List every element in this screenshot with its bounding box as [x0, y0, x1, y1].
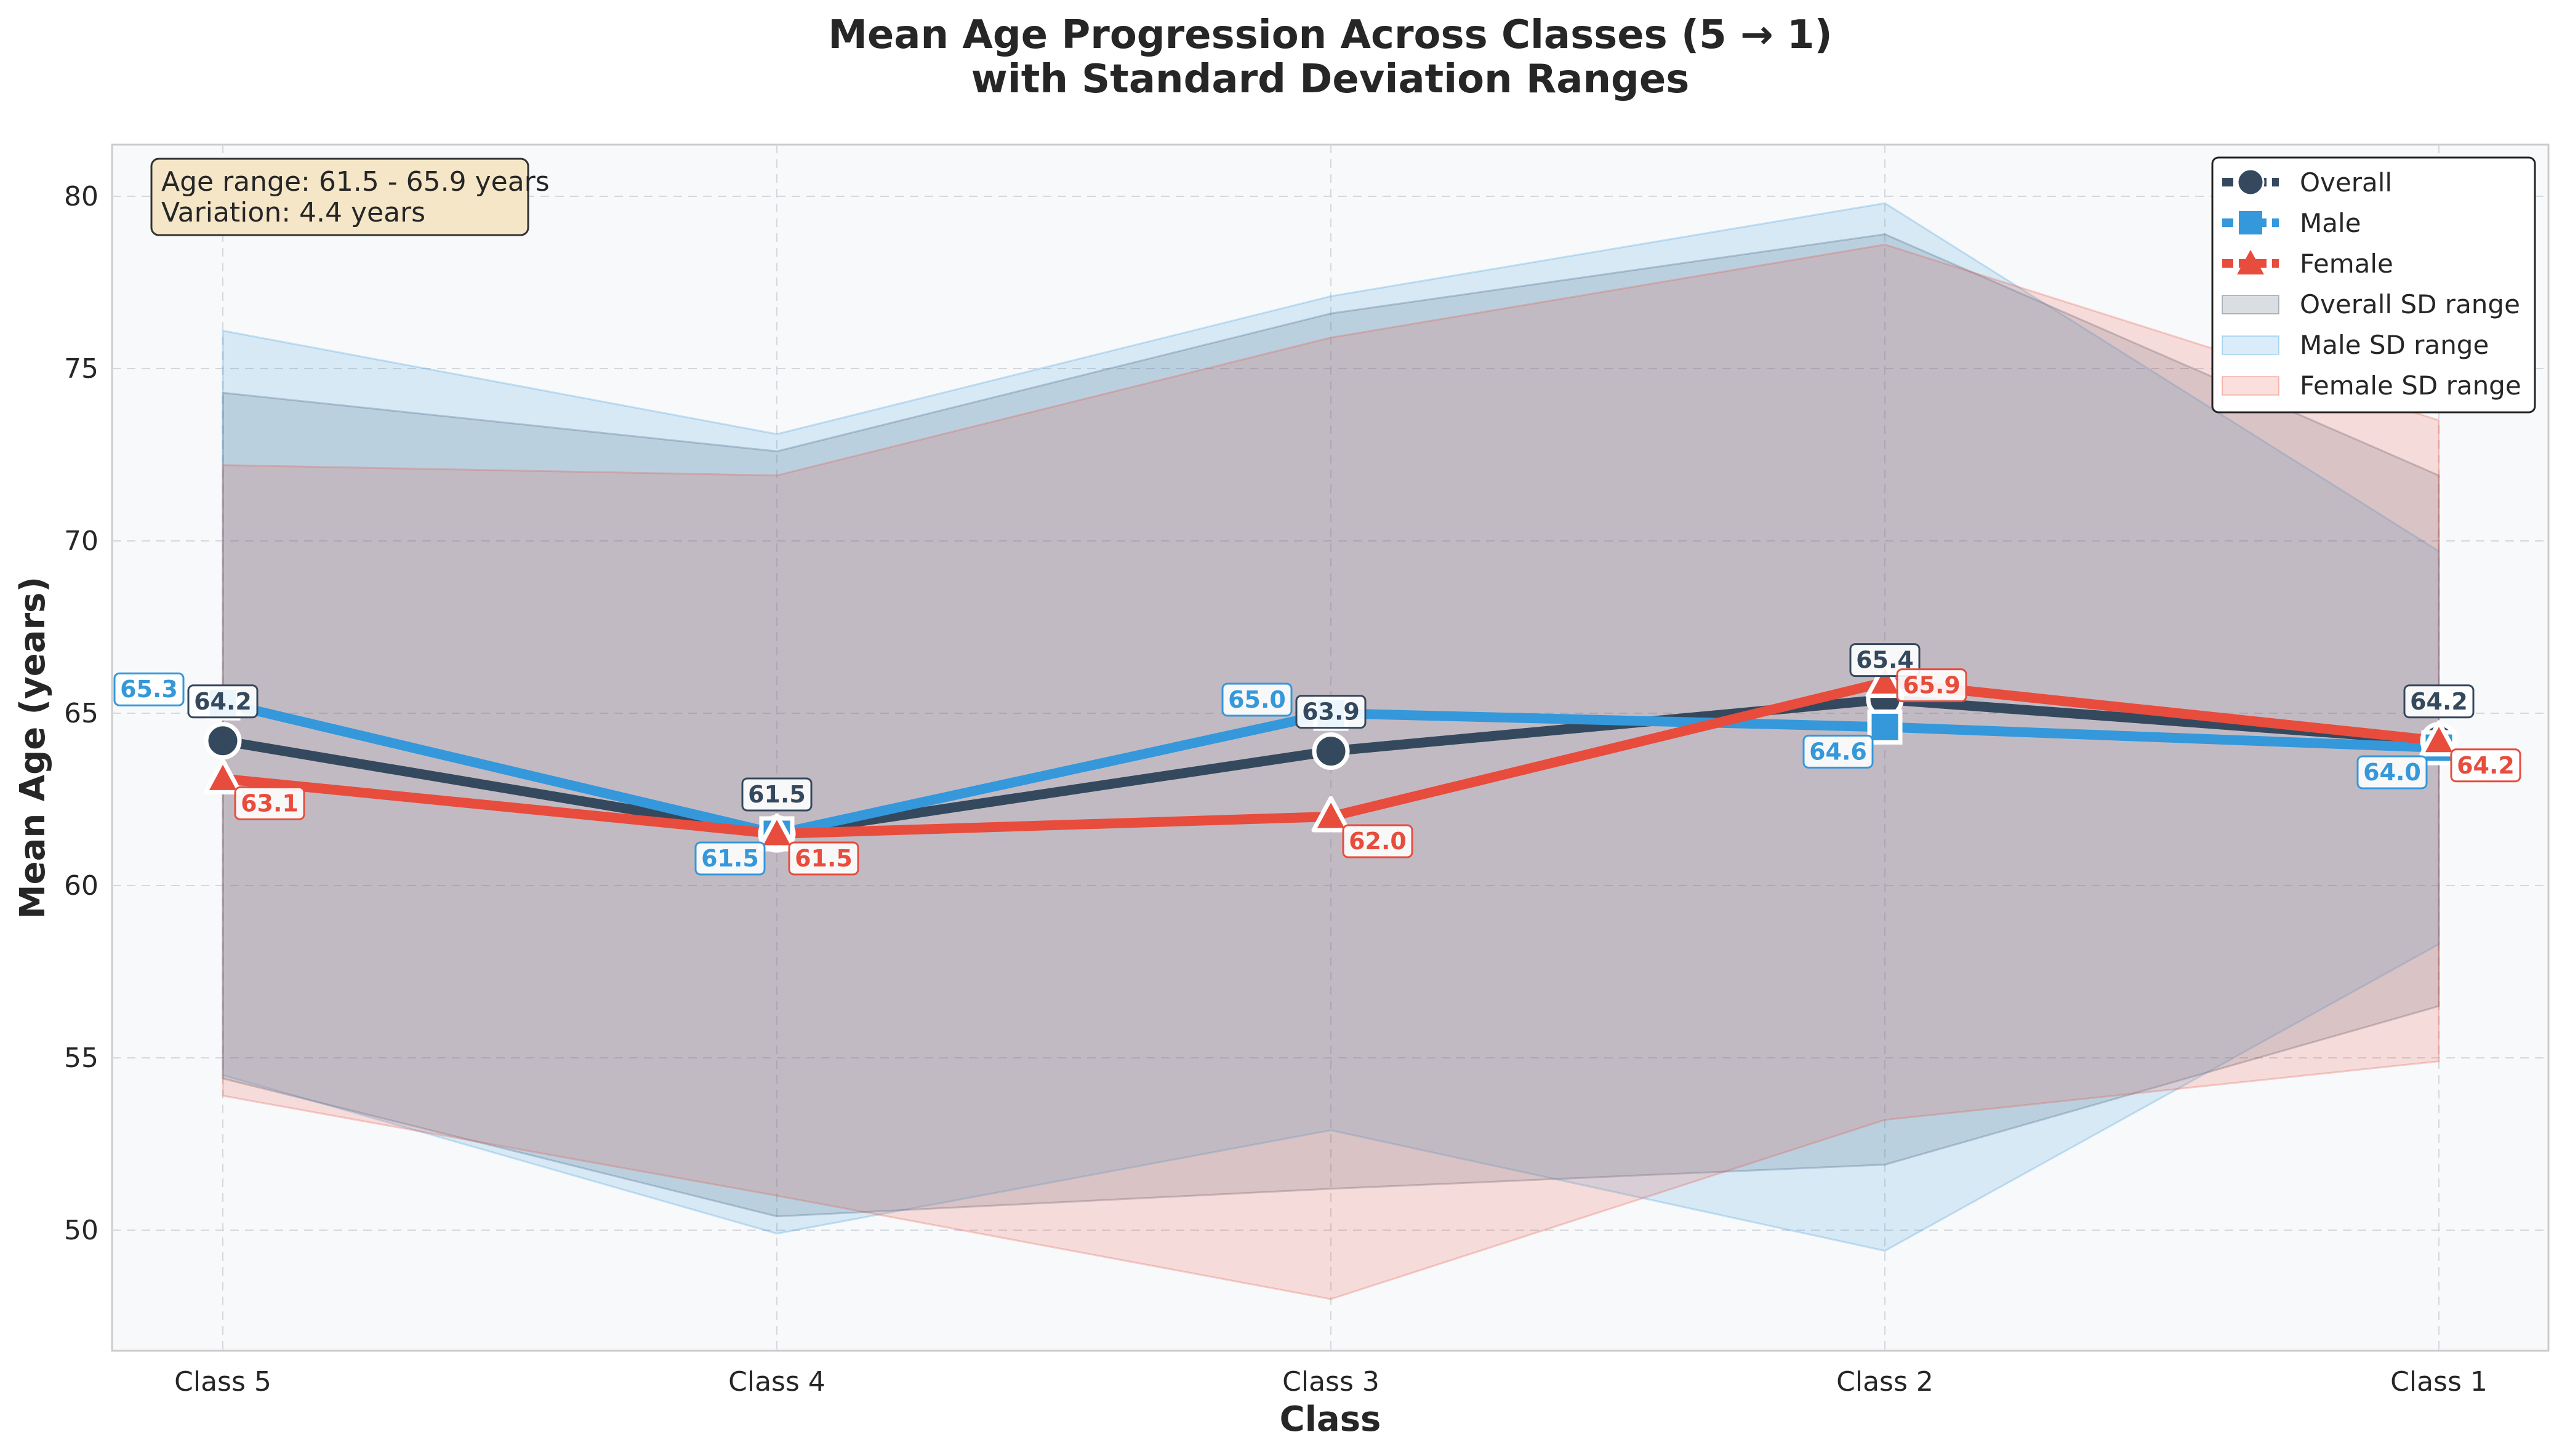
chart-title: Mean Age Progression Across Classes (5 →… [828, 12, 1833, 58]
overall-data-label-box [187, 684, 259, 719]
legend-female-sd-label: Female SD range [2300, 370, 2521, 401]
male-data-label-text: 65.3 [120, 676, 178, 703]
male-data-label: 65.3 [113, 672, 185, 706]
legend-overall-marker [2236, 168, 2265, 196]
y-axis-label: Mean Age (years) [13, 577, 53, 919]
female-data-label: 65.9 [1896, 668, 1967, 703]
legend-male-sd-label: Male SD range [2300, 330, 2489, 360]
male-data-label-box [2356, 755, 2428, 790]
male-data-label: 61.5 [694, 841, 766, 876]
legend-female-sd-swatch [2222, 376, 2279, 396]
male-data-label-text: 61.5 [701, 845, 759, 872]
female-point [203, 758, 243, 794]
y-tick-label: 80 [64, 181, 98, 212]
overall-data-label-box [1849, 643, 1921, 678]
male-data-label-text: 64.0 [2363, 759, 2421, 786]
legend-box [2211, 156, 2536, 414]
female-data-label-text: 64.2 [2457, 752, 2515, 779]
male-data-label-text: 65.0 [1228, 686, 1286, 713]
grid [112, 145, 2548, 1351]
female-data-label-text: 63.1 [241, 790, 299, 817]
male-data-label: 64.6 [1802, 734, 1874, 769]
male-data-label: 64.0 [2356, 755, 2428, 790]
overall-data-label-box [741, 777, 813, 812]
x-tick-label: Class 3 [1282, 1366, 1379, 1398]
legend-item-male: Male [2222, 208, 2361, 238]
legend-item-overall-sd: Overall SD range [2222, 289, 2520, 319]
x-tick-label: Class 2 [1836, 1366, 1934, 1398]
female-data-label: 62.0 [1342, 824, 1413, 858]
legend-overall-sd-swatch [2222, 295, 2279, 314]
male-data-label-box [113, 672, 185, 706]
female-data-label: 63.1 [234, 786, 305, 820]
overall-data-label-box [1295, 695, 1367, 729]
legend-male-label: Male [2300, 208, 2361, 238]
legend-male-sd-swatch [2222, 335, 2279, 355]
female-data-label-text: 62.0 [1349, 828, 1407, 855]
legend-item-female-sd: Female SD range [2222, 370, 2521, 401]
female-point [1865, 662, 1905, 698]
overall-data-label-text: 64.2 [2410, 688, 2468, 715]
info-age-range: Age range: 61.5 - 65.9 years [161, 166, 550, 198]
overall-data-label-box [2403, 684, 2475, 719]
female-data-label-box [1342, 824, 1413, 858]
legend: Overall Male Female Overall SD range Mal… [2211, 156, 2536, 414]
legend-item-overall: Overall [2222, 167, 2392, 198]
female-point [1311, 796, 1351, 833]
female-data-label-box [234, 786, 305, 820]
legend-item-female: Female [2222, 249, 2393, 279]
data-labels: 64.261.563.965.464.265.361.565.064.664.0… [113, 643, 2521, 876]
female-data-label-text: 65.9 [1903, 672, 1961, 699]
y-tick-label: 65 [64, 698, 98, 729]
x-tick-label: Class 5 [174, 1366, 271, 1398]
y-tick-label: 55 [64, 1042, 98, 1074]
overall-data-label: 64.2 [2403, 684, 2475, 719]
overall-point [1312, 732, 1350, 770]
male-data-label-box [694, 841, 766, 876]
female-data-label-box [788, 841, 859, 876]
y-tick-label: 75 [64, 353, 98, 385]
x-axis-label: Class [1280, 1399, 1381, 1439]
female-point [2419, 720, 2459, 757]
legend-female-label: Female [2300, 249, 2393, 279]
overall-data-label: 63.9 [1295, 695, 1367, 729]
overall-data-label: 61.5 [741, 777, 813, 812]
overall-point [204, 722, 242, 760]
female-data-label-box [2450, 748, 2521, 783]
y-tick-label: 60 [64, 870, 98, 902]
male-data-label-box [1802, 734, 1874, 769]
x-tick-label: Class 1 [2390, 1366, 2488, 1398]
overall-data-label-text: 64.2 [194, 688, 252, 715]
legend-female-marker [2237, 250, 2264, 274]
y-tick-label: 70 [64, 526, 98, 557]
info-annotation-box [150, 158, 529, 236]
female-data-label: 61.5 [788, 841, 859, 876]
axis-ticks: 50 55 60 65 70 75 80 Class 5 Class 4 Class 3 Class… [64, 181, 2488, 1398]
legend-male-marker [2239, 211, 2262, 234]
legend-overall-sd-label: Overall SD range [2300, 289, 2520, 319]
female-point [757, 813, 797, 850]
male-data-label-box [1221, 682, 1293, 717]
male-data-label: 65.0 [1221, 682, 1293, 717]
info-annotation: Age range: 61.5 - 65.9 years Variation: … [150, 158, 550, 236]
female-data-label: 64.2 [2450, 748, 2521, 783]
male-data-label-text: 64.6 [1809, 738, 1867, 765]
overall-data-label-text: 63.9 [1302, 698, 1360, 726]
female-data-label-text: 61.5 [795, 845, 853, 872]
legend-item-male-sd: Male SD range [2222, 330, 2489, 360]
y-tick-label: 50 [64, 1215, 98, 1246]
male-point [1867, 709, 1903, 745]
overall-data-label: 64.2 [187, 684, 259, 719]
legend-overall-label: Overall [2300, 167, 2392, 198]
overall-data-label-text: 61.5 [748, 781, 806, 808]
female-data-label-box [1896, 668, 1967, 703]
chart-subtitle: with Standard Deviation Ranges [971, 57, 1690, 102]
female-sd-band [222, 243, 2440, 1300]
x-tick-label: Class 4 [728, 1366, 825, 1398]
info-variation: Variation: 4.4 years [161, 197, 425, 228]
